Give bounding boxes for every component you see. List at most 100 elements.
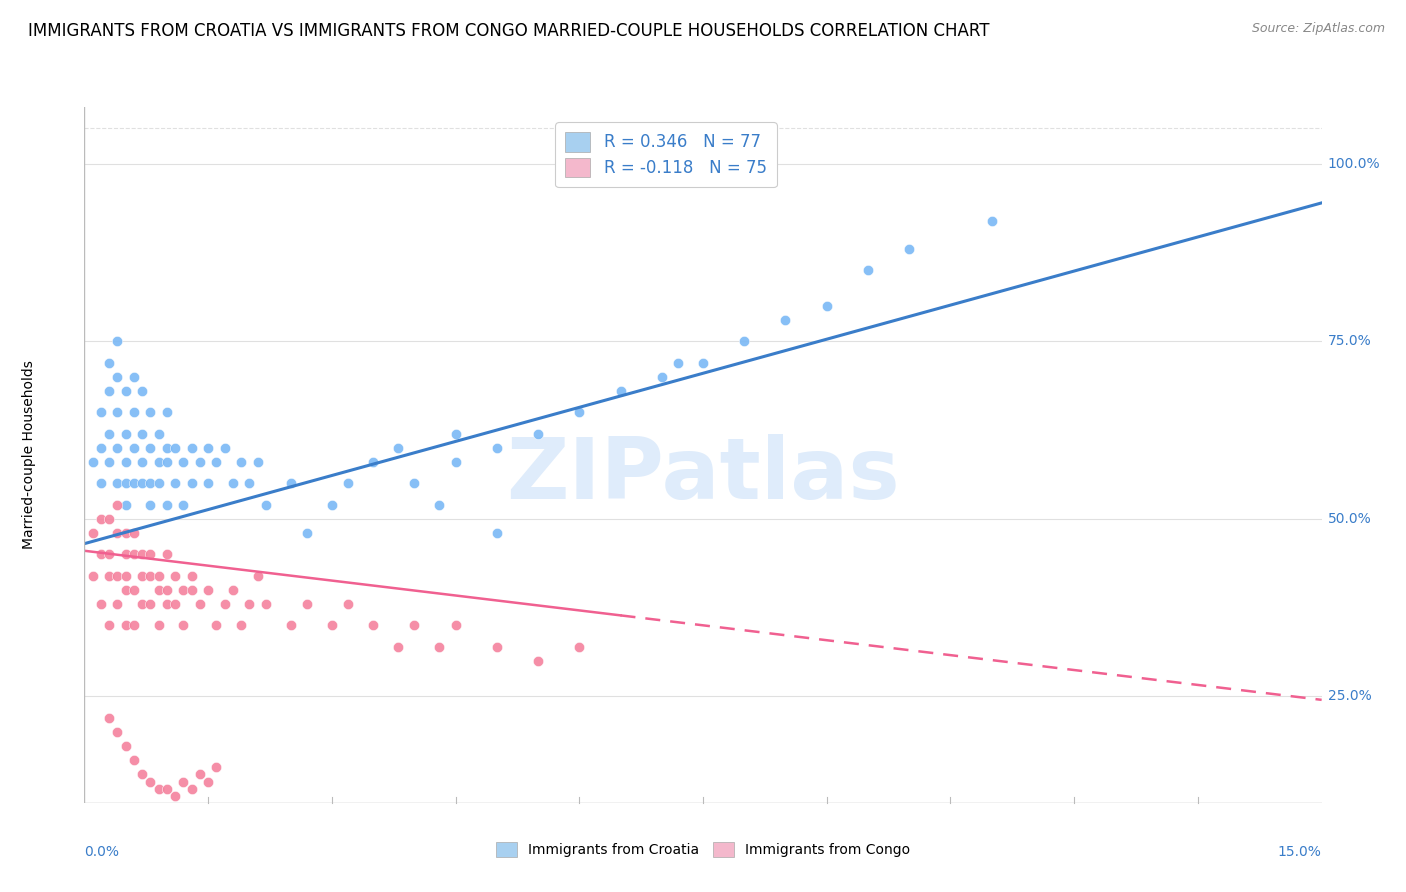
Point [122, 441, 145, 455]
Point [666, 356, 689, 370]
Point [188, 767, 211, 781]
Point [485, 640, 508, 654]
Point [295, 526, 318, 541]
Point [90, 512, 112, 526]
Point [172, 774, 194, 789]
Point [180, 441, 202, 455]
Point [139, 498, 162, 512]
Point [172, 618, 194, 632]
Point [122, 369, 145, 384]
Point [280, 618, 302, 632]
Point [197, 441, 219, 455]
Point [229, 455, 252, 469]
Point [98, 384, 121, 398]
Point [105, 724, 128, 739]
Point [404, 476, 426, 491]
Point [98, 547, 121, 561]
Point [444, 455, 467, 469]
Point [90, 405, 112, 419]
Point [90, 441, 112, 455]
Point [90, 547, 112, 561]
Point [444, 426, 467, 441]
Point [105, 369, 128, 384]
Point [139, 568, 162, 582]
Point [148, 618, 170, 632]
Point [98, 512, 121, 526]
Point [156, 597, 179, 611]
Point [98, 710, 121, 724]
Point [105, 498, 128, 512]
Point [238, 597, 260, 611]
Text: 0.0%: 0.0% [84, 845, 120, 858]
Point [387, 441, 409, 455]
Point [114, 476, 136, 491]
Point [321, 498, 343, 512]
Point [122, 582, 145, 597]
Point [197, 476, 219, 491]
Point [238, 476, 260, 491]
Point [980, 213, 1002, 227]
Point [172, 455, 194, 469]
Point [105, 334, 128, 349]
Point [148, 455, 170, 469]
Point [172, 498, 194, 512]
Point [165, 597, 187, 611]
Point [156, 781, 179, 796]
Point [568, 640, 591, 654]
Point [280, 476, 302, 491]
Point [114, 455, 136, 469]
Point [82, 568, 104, 582]
Point [222, 476, 245, 491]
Point [139, 597, 162, 611]
Text: 15.0%: 15.0% [1278, 845, 1322, 858]
Point [105, 441, 128, 455]
Point [180, 582, 202, 597]
Point [188, 455, 211, 469]
Point [82, 455, 104, 469]
Point [114, 739, 136, 753]
Point [815, 299, 838, 313]
Point [404, 618, 426, 632]
Point [131, 384, 153, 398]
Point [122, 405, 145, 419]
Point [214, 597, 236, 611]
Point [98, 356, 121, 370]
Point [122, 526, 145, 541]
Point [131, 767, 153, 781]
Text: 100.0%: 100.0% [1327, 157, 1381, 171]
Point [172, 582, 194, 597]
Point [156, 547, 179, 561]
Point [197, 774, 219, 789]
Text: ZIPatlas: ZIPatlas [506, 434, 900, 517]
Point [122, 753, 145, 767]
Text: IMMIGRANTS FROM CROATIA VS IMMIGRANTS FROM CONGO MARRIED-COUPLE HOUSEHOLDS CORRE: IMMIGRANTS FROM CROATIA VS IMMIGRANTS FR… [28, 22, 990, 40]
Point [122, 476, 145, 491]
Point [156, 455, 179, 469]
Point [898, 242, 921, 256]
Point [131, 547, 153, 561]
Point [246, 568, 269, 582]
Point [98, 568, 121, 582]
Point [148, 582, 170, 597]
Point [148, 426, 170, 441]
Point [427, 498, 450, 512]
Point [856, 263, 879, 277]
Point [197, 582, 219, 597]
Point [114, 426, 136, 441]
Point [609, 384, 631, 398]
Point [427, 640, 450, 654]
Text: Married-couple Households: Married-couple Households [21, 360, 35, 549]
Point [337, 597, 360, 611]
Legend: R = 0.346   N = 77, R = -0.118   N = 75: R = 0.346 N = 77, R = -0.118 N = 75 [555, 122, 776, 187]
Point [114, 568, 136, 582]
Text: 75.0%: 75.0% [1327, 334, 1372, 349]
Point [295, 597, 318, 611]
Point [205, 455, 228, 469]
Point [444, 618, 467, 632]
Point [105, 526, 128, 541]
Point [98, 455, 121, 469]
Point [90, 476, 112, 491]
Point [131, 476, 153, 491]
Point [90, 597, 112, 611]
Point [98, 426, 121, 441]
